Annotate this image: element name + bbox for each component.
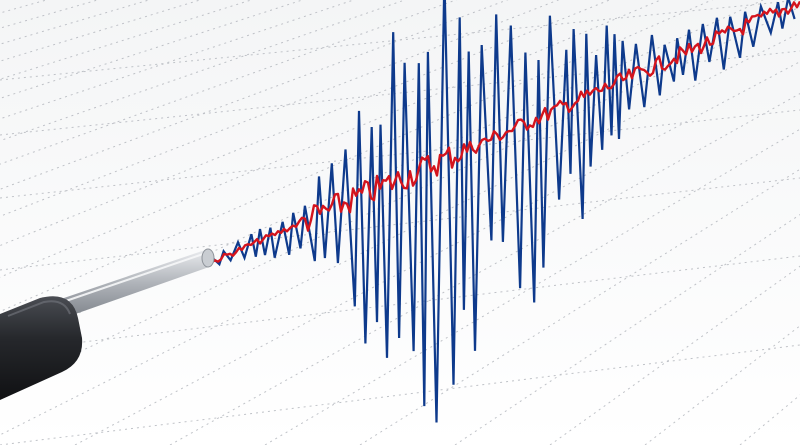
- pen-trace: [211, 0, 800, 264]
- stylus-body: [0, 296, 83, 400]
- grid-line: [454, 214, 800, 445]
- grid-line: [0, 50, 800, 136]
- grid-line: [0, 344, 800, 445]
- stylus-tip: [201, 248, 215, 268]
- grid-line: [169, 93, 800, 445]
- grid-line: [549, 265, 800, 445]
- pen-trace-line: [211, 0, 800, 264]
- grid-line: [0, 0, 800, 81]
- grid-line: [0, 109, 800, 199]
- stylus-rod: [58, 250, 212, 318]
- stylus-icon: [0, 248, 215, 400]
- grid-line: [0, 177, 800, 271]
